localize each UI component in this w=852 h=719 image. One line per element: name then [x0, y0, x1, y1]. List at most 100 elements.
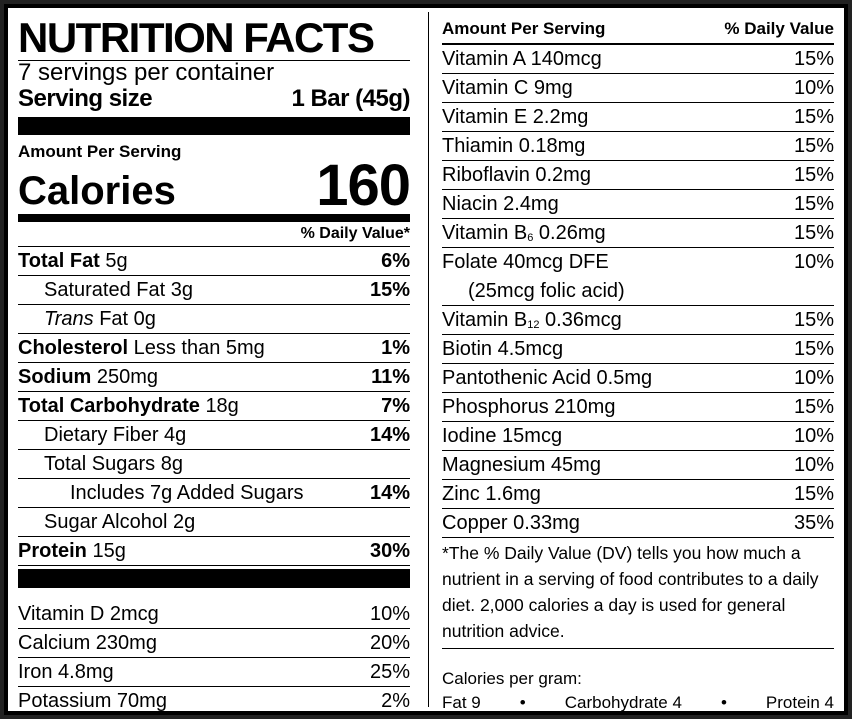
nutrient-row: Includes 7g Added Sugars 14%	[18, 479, 410, 508]
right-header: Amount Per Serving % Daily Value	[442, 16, 834, 45]
daily-value-header: % Daily Value	[724, 19, 834, 38]
vitamin-row: Magnesium 45mg 10%	[442, 451, 834, 480]
vitamin-row: Vitamin B12 0.36mcg 15%	[442, 306, 834, 335]
nutrient-row: Sodium 250mg 11%	[18, 363, 410, 392]
vitamin-dv: 15%	[793, 221, 834, 244]
vitamin-row: Vitamin E 2.2mg 15%	[442, 103, 834, 132]
vitamin-name-group: Niacin 2.4mg	[442, 193, 559, 216]
nutrient-dv: 7%	[381, 394, 410, 417]
nutrient-amount: 18g	[205, 394, 239, 417]
left-column: NUTRITION FACTS 7 servings per container…	[18, 16, 411, 715]
vitamin-name-group: Vitamin B12 0.36mcg	[442, 309, 622, 332]
vitamin-name: Magnesium 45mg	[442, 453, 601, 476]
vitamin-name: Folate 40mcg DFE	[442, 251, 609, 273]
nutrient-row: Total Fat 5g 6%	[18, 247, 410, 276]
vitamin-name: Zinc 1.6mg	[442, 482, 541, 505]
vitamin-subscript: 12	[527, 318, 540, 331]
nutrient-row: Trans Fat 0g	[18, 305, 410, 334]
vitamin-name: Iodine 15mcg	[442, 424, 563, 447]
nutrient-amount: 250mg	[96, 365, 159, 388]
vitamin-dv: 15%	[793, 47, 834, 70]
vitamin-name-group: Iodine 15mcg	[442, 425, 562, 448]
vitamin-name-group: Vitamin B6 0.26mg	[442, 222, 606, 245]
vitamin-row: Zinc 1.6mg 15%	[442, 480, 834, 509]
vitamin-name-group: Vitamin C 9mg	[442, 77, 573, 100]
nutrient-name: Dietary Fiber 4g	[44, 423, 187, 446]
nutrient-name-group: Total Fat 5g	[18, 250, 128, 273]
vitamin-dv: 15%	[793, 163, 834, 186]
nutrient-row: Protein 15g 30%	[18, 537, 410, 566]
vitamin-row: Niacin 2.4mg 15%	[442, 190, 834, 219]
nutrient-name-group: Trans Fat 0g	[18, 308, 156, 331]
vitamin-dv: 25%	[369, 660, 410, 683]
vitamin-name-group: Vitamin E 2.2mg	[442, 106, 588, 129]
vitamin-name: Potassium 70mg	[18, 689, 167, 712]
nutrient-dv: 14%	[369, 423, 410, 446]
vitamin-row: Copper 0.33mg 35%	[442, 509, 834, 538]
vitamin-name-group: Thiamin 0.18mg	[442, 135, 585, 158]
vitamin-dv: 2%	[381, 689, 410, 712]
vitamin-row: Iodine 15mcg 10%	[442, 422, 834, 451]
vitamin-amount: 0.26mg	[538, 221, 606, 244]
vitamin-row: Vitamin B6 0.26mg 15%	[442, 219, 834, 248]
vitamin-name: Phosphorus 210mg	[442, 395, 616, 418]
cpg-values: Fat 9 • Carbohydrate 4 • Protein 4	[442, 691, 834, 715]
vitamin-name: Iron 4.8mg	[18, 660, 114, 683]
thick-bar	[18, 117, 410, 135]
nutrient-row: Cholesterol Less than 5mg 1%	[18, 334, 410, 363]
vitamin-dv: 15%	[793, 192, 834, 215]
vitamin-name: Thiamin 0.18mg	[442, 134, 586, 157]
vitamin-dv: 15%	[793, 308, 834, 331]
vitamin-row: Vitamin D 2mcg 10%	[18, 600, 410, 629]
nutrient-name: Total Sugars 8g	[44, 452, 183, 475]
nutrient-amount: Less than 5mg	[133, 336, 265, 359]
vitamin-name: Vitamin D 2mcg	[18, 602, 159, 625]
nutrient-dv: 1%	[381, 336, 410, 359]
vitamin-dv: 15%	[793, 105, 834, 128]
vitamin-name: Biotin 4.5mcg	[442, 337, 564, 360]
calories-per-gram: Calories per gram: Fat 9 • Carbohydrate …	[442, 667, 834, 715]
bullet: •	[519, 693, 526, 712]
vitamin-name: Riboflavin 0.2mg	[442, 163, 591, 186]
title: NUTRITION FACTS	[18, 16, 410, 61]
nutrient-name: Protein	[18, 539, 87, 562]
vitamin-dv: 10%	[793, 366, 834, 389]
vitamin-dv: 10%	[793, 251, 834, 273]
vitamin-name-group: Pantothenic Acid 0.5mg	[442, 367, 652, 390]
nutrient-row: Sugar Alcohol 2g	[18, 508, 410, 537]
nutrient-name-group: Saturated Fat 3g	[18, 279, 193, 302]
vitamin-name: Vitamin B	[442, 308, 528, 331]
nutrition-label: NUTRITION FACTS 7 servings per container…	[4, 4, 848, 715]
cpg-label: Calories per gram:	[442, 669, 582, 688]
amount-per-serving: Amount Per Serving	[18, 142, 182, 161]
vitamin-row: Thiamin 0.18mg 15%	[442, 132, 834, 161]
cpg-carbohydrate: Carbohydrate 4	[564, 693, 682, 712]
vitamin-row: Phosphorus 210mg 15%	[442, 393, 834, 422]
vitamin-amount: 0.36mcg	[545, 308, 622, 331]
nutrient-dv: 30%	[369, 539, 410, 562]
thick-bar	[18, 569, 410, 588]
nutrient-name-group: Cholesterol Less than 5mg	[18, 337, 265, 360]
serving-size-value: 1 Bar (45g)	[291, 85, 410, 112]
vitamin-name: Copper 0.33mg	[442, 511, 580, 534]
nutrient-name-group: Dietary Fiber 4g	[18, 424, 186, 447]
vitamin-name: Calcium 230mg	[18, 631, 157, 654]
nutrient-name: Saturated Fat 3g	[44, 278, 193, 301]
serving-size: Serving size 1 Bar (45g)	[18, 85, 410, 113]
nutrient-row: Saturated Fat 3g 15%	[18, 276, 410, 305]
serving-size-label: Serving size	[18, 85, 153, 112]
vitamin-dv: 10%	[793, 424, 834, 447]
nutrient-name: Fat 0g	[99, 307, 156, 330]
vitamin-row: Biotin 4.5mcg 15%	[442, 335, 834, 364]
vitamin-name: Vitamin B	[442, 221, 528, 244]
vitamin-dv: 35%	[793, 511, 834, 534]
vitamin-name-group: Magnesium 45mg	[442, 454, 601, 477]
nutrient-dv: 15%	[369, 278, 410, 301]
vitamin-row: Vitamin A 140mcg 15%	[442, 45, 834, 74]
servings: 7 servings per container	[18, 59, 275, 86]
nutrient-row: Total Carbohydrate 18g 7%	[18, 392, 410, 421]
divider	[428, 12, 429, 707]
cpg-protein: Protein 4	[765, 693, 834, 712]
nutrient-name: Total Fat	[18, 249, 100, 272]
vitamin-name-group: Copper 0.33mg	[442, 512, 580, 535]
